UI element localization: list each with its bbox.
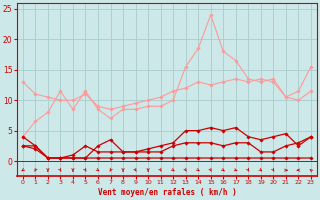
X-axis label: Vent moyen/en rafales ( km/h ): Vent moyen/en rafales ( km/h ) bbox=[98, 188, 236, 197]
